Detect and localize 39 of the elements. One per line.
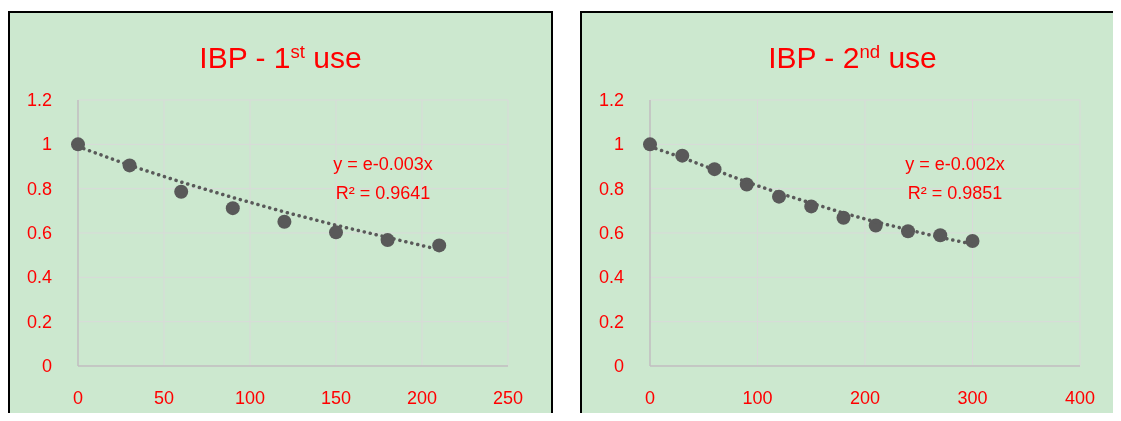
point: [225, 201, 240, 216]
point: [432, 238, 447, 253]
annotation: y = e-0.003x: [333, 154, 433, 174]
chart-title: IBP - 2$^{nd}$ use: [768, 40, 937, 74]
x-tick-label: 200: [406, 388, 438, 408]
y-tick-label: 0.6: [26, 223, 52, 243]
y-tick-label: 0.4: [26, 267, 52, 288]
y-tick-label: 0.2: [598, 311, 624, 332]
y-tick-label: 0.8: [26, 178, 52, 199]
chart-title: IBP - 1$^{st}$ use: [199, 40, 362, 74]
y-tick-label: 0.8: [598, 178, 624, 199]
point: [643, 137, 657, 152]
y-tick-label: 1.2: [26, 90, 52, 110]
y-tick-label: 1: [41, 134, 52, 155]
y-tick-label: 0: [613, 356, 624, 376]
x-tick-label: 0: [72, 388, 84, 408]
x-tick-label: 0: [644, 388, 656, 408]
annotation: y = e-0.002x: [905, 154, 1005, 174]
point: [174, 184, 189, 199]
x-tick-label: 250: [492, 388, 524, 408]
y-tick-label: 1.2: [598, 90, 624, 110]
point: [965, 233, 980, 248]
x-tick-label: 50: [153, 388, 175, 408]
x-tick-label: 150: [320, 388, 352, 408]
y-tick-label: 0.2: [26, 311, 52, 332]
y-tick-label: 1: [613, 134, 624, 155]
point: [329, 225, 343, 240]
x-tick-label: 100: [234, 388, 266, 408]
x-tick-label: 400: [1064, 388, 1096, 408]
point: [277, 214, 292, 229]
y-tick-label: 0: [41, 356, 52, 376]
annotation: R² = 0.9641: [335, 183, 431, 203]
x-tick-label: 300: [957, 388, 988, 408]
y-tick-label: 0.6: [598, 223, 624, 243]
y-tick-label: 0.4: [598, 267, 624, 288]
x-tick-label: 200: [849, 388, 881, 408]
x-tick-label: 100: [742, 388, 773, 408]
point: [71, 137, 85, 152]
annotation: R² = 0.9851: [907, 183, 1003, 203]
